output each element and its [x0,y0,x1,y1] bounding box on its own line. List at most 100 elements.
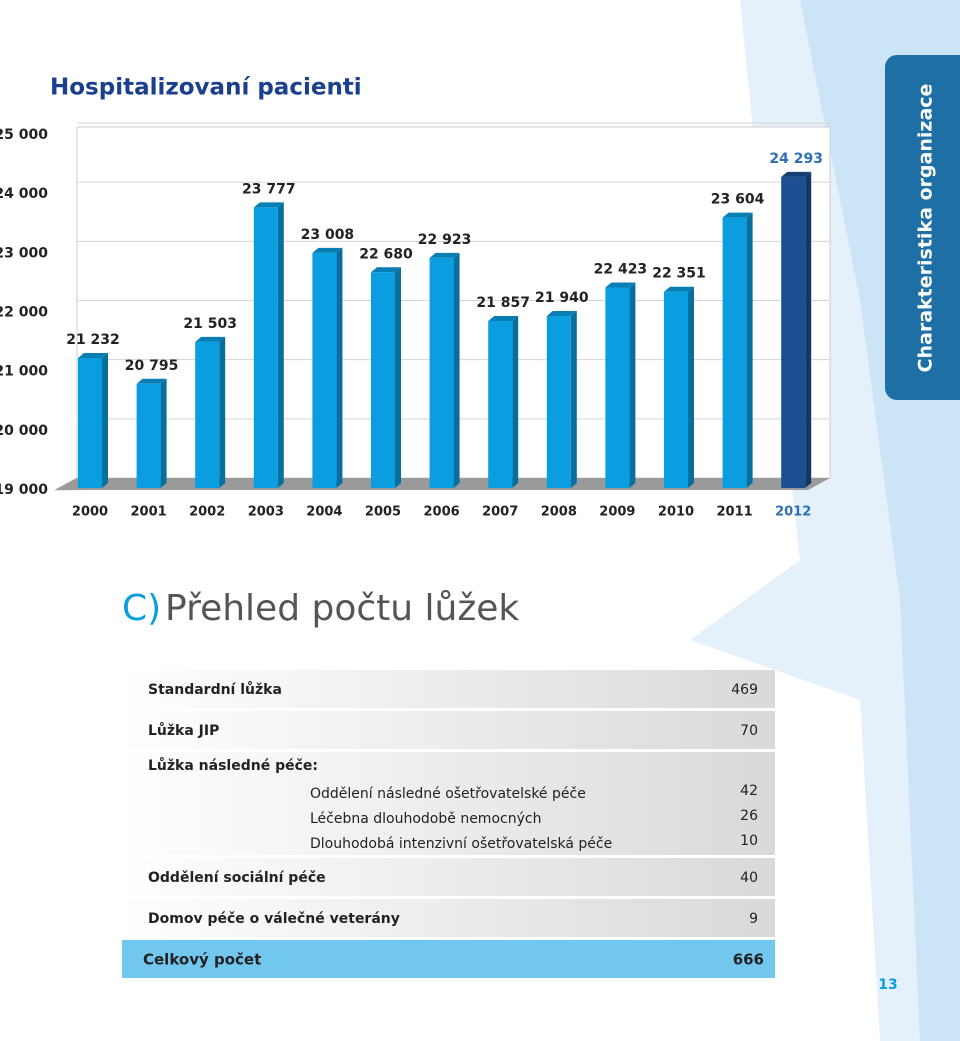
table-row [122,752,775,855]
value-label: 22 680 [359,246,413,262]
bar [429,257,454,488]
bar-top [78,352,108,358]
side-tab-label: Charakteristika organizace [915,84,937,373]
bar-top [253,202,284,208]
bar-side [102,352,108,488]
value-label: 22 351 [652,266,706,282]
section-title: Přehled počtu lůžek [165,588,519,629]
x-tick-label: 2011 [717,505,753,520]
value-label: 23 777 [242,181,296,197]
row-value: 70 [740,723,758,739]
subrow-value: 10 [740,833,758,849]
bar-side [512,315,519,488]
total-value: 666 [733,951,764,969]
section-letter: C) [122,588,161,629]
bar-top [722,212,753,218]
value-label: 21 503 [183,316,237,332]
value-label: 22 923 [418,232,472,248]
bar [664,291,688,488]
subrow-value: 42 [740,783,758,799]
row-label: Standardní lůžka [148,681,282,698]
bar-side [629,282,636,488]
x-tick-label: 2003 [248,505,284,520]
value-label: 22 423 [594,261,648,277]
bar-side [160,378,167,488]
y-tick-label: 22 000 [0,305,48,321]
bar [722,217,747,488]
x-tick-label: 2002 [189,505,225,520]
table-total-row [122,940,775,978]
bar [546,316,571,488]
bar [605,287,630,488]
x-tick-label: 2001 [131,505,167,520]
bar [195,341,220,488]
x-tick-label: 2006 [424,505,460,520]
subrow-value: 26 [740,808,758,824]
chart-title: Hospitalizovaní pacienti [50,75,362,101]
row-label: Oddělení sociální péče [148,870,326,886]
bar-top [488,315,519,321]
bar-top [136,378,167,384]
bar-side [219,336,226,488]
page-number: 13 [878,977,897,993]
table-row [122,858,775,896]
value-label: 24 293 [769,151,823,167]
value-label: 20 795 [125,358,179,374]
row-label: Lůžka následné péče: [148,757,318,774]
chart: 19 000 20 000 21 000 22 000 23 000 24 000 25 0… [0,122,831,520]
table-row [122,899,775,937]
bar-side [395,267,401,488]
y-tick-label: 20 000 [0,423,48,439]
bar-side [688,286,694,488]
bar [78,357,102,488]
bar [136,383,161,488]
bar-top [429,252,460,258]
value-label: 23 604 [711,192,765,208]
x-tick-label: 2010 [658,505,694,520]
y-tick-label: 24 000 [0,186,48,202]
value-label: 21 857 [476,295,530,311]
table-row [122,711,775,749]
bar [253,207,278,488]
y-tick-label: 23 000 [0,245,48,261]
bar [371,272,395,488]
x-tick-label: 2004 [306,505,342,520]
side-tab [885,55,960,400]
total-label: Celkový počet [143,951,261,969]
subrow-label: Dlouhodobá intenzivní ošetřovatelská péč… [310,836,612,852]
subrow-label: Oddělení následné ošetřovatelské péče [310,786,586,802]
bar-side [805,171,812,489]
table-row [122,670,775,708]
x-tick-label: 2005 [365,505,401,520]
x-tick-label: 2012 [775,505,811,520]
x-tick-label: 2009 [599,505,635,520]
bar-top [605,282,636,288]
row-value: 9 [749,911,758,927]
bar [781,176,806,489]
bar-top [312,247,343,253]
x-tick-label: 2000 [72,505,108,520]
bar-top [546,311,577,317]
row-label: Lůžka JIP [148,722,219,739]
row-value: 40 [740,870,758,886]
bar-side [570,311,577,488]
subrow-label: Léčebna dlouhodobě nemocných [310,811,541,827]
bar [312,252,337,488]
row-value: 469 [731,682,758,698]
bar [488,320,513,488]
value-label: 23 008 [301,227,355,243]
x-tick-label: 2007 [482,505,518,520]
y-tick-label: 19 000 [0,482,48,498]
bar-side [336,247,343,488]
bar-side [277,202,284,488]
bar-top [664,286,694,292]
row-label: Domov péče o válečné veterány [148,911,400,927]
y-tick-label: 25 000 [0,127,48,143]
bar-side [746,212,753,488]
bar-side [453,252,460,488]
y-tick-label: 21 000 [0,364,48,380]
value-label: 21 940 [535,290,589,306]
bar-top [371,267,401,273]
value-label: 21 232 [66,332,120,348]
